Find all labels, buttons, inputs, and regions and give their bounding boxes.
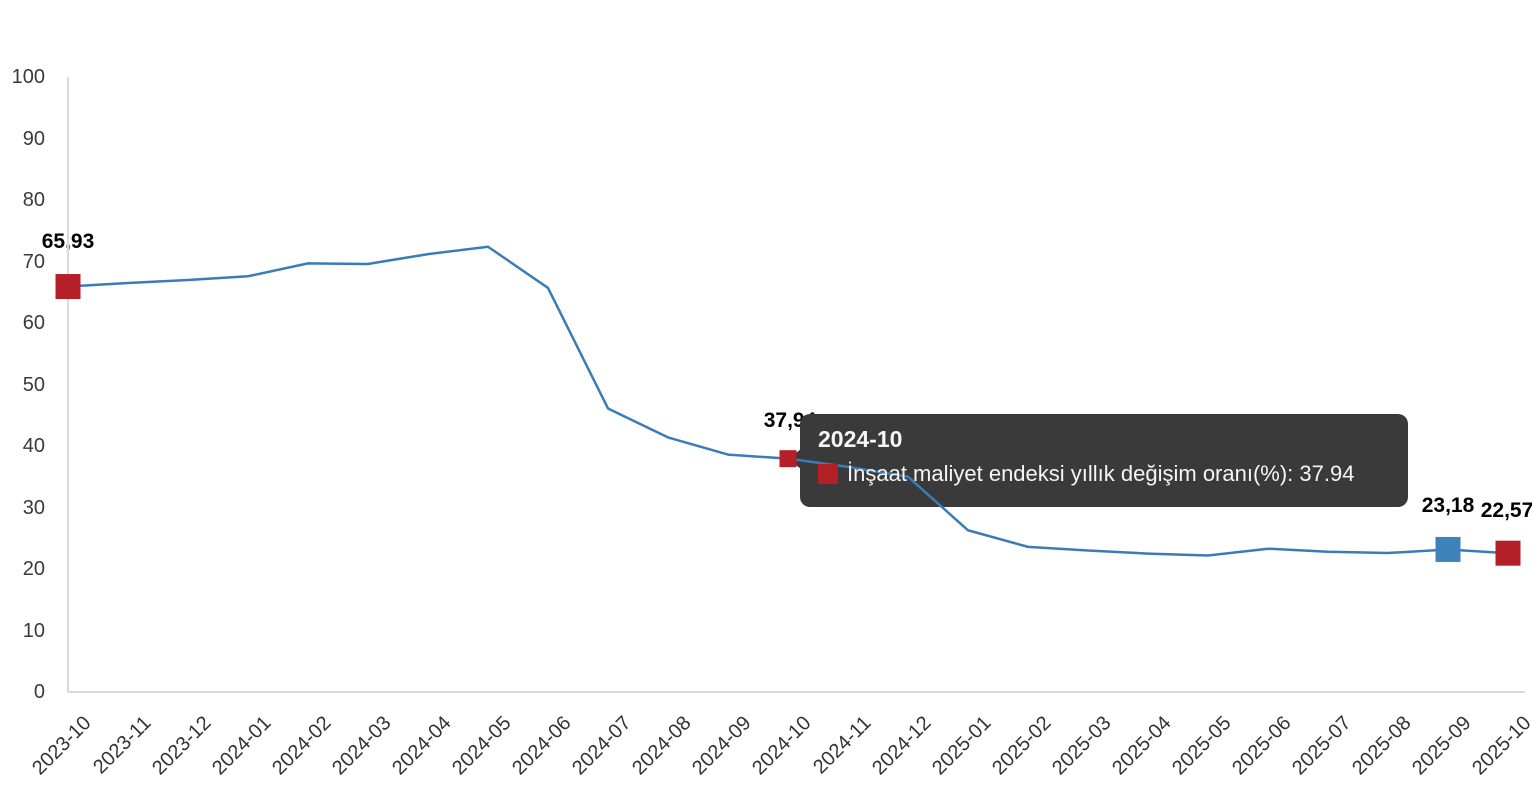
x-tick-label-2024-04: 2024-04 xyxy=(388,712,456,780)
point-value-label-2025-09: 23,18 xyxy=(1421,494,1475,518)
x-tick-label-2025-05: 2025-05 xyxy=(1168,712,1236,780)
point-value-label-2023-10: 65,93 xyxy=(41,229,95,253)
y-tick-label-0: 0 xyxy=(33,681,45,703)
x-tick-label-2025-09: 2025-09 xyxy=(1408,712,1476,780)
x-tick-label-2025-10: 2025-10 xyxy=(1468,712,1532,780)
y-tick-label-60: 60 xyxy=(22,312,45,334)
y-tick-label-30: 30 xyxy=(22,496,45,519)
data-point-marker-2025-09[interactable] xyxy=(1435,536,1461,562)
y-tick-label-50: 50 xyxy=(22,373,45,396)
tooltip: 2024-10 İnşaat maliyet endeksi yıllık de… xyxy=(800,414,1408,507)
tooltip-series-row: İnşaat maliyet endeksi yıllık değişim or… xyxy=(818,461,1392,487)
x-tick-label-2024-01: 2024-01 xyxy=(208,712,276,780)
x-tick-label-2024-05: 2024-05 xyxy=(448,712,516,780)
y-tick-label-100: 100 xyxy=(11,66,45,88)
y-tick-label-40: 40 xyxy=(22,435,45,457)
x-tick-label-2024-03: 2024-03 xyxy=(328,712,396,780)
x-tick-label-2024-10: 2024-10 xyxy=(748,712,816,780)
x-tick-label-2024-11: 2024-11 xyxy=(809,712,876,779)
x-tick-label-2024-07: 2024-07 xyxy=(568,712,636,780)
x-tick-label-2025-01: 2025-01 xyxy=(928,712,996,780)
y-tick-label-20: 20 xyxy=(22,558,45,580)
x-tick-label-2024-08: 2024-08 xyxy=(628,712,696,780)
x-tick-label-2023-10: 2023-10 xyxy=(28,712,96,780)
x-tick-label-2024-06: 2024-06 xyxy=(508,712,576,780)
data-point-marker-2025-10[interactable] xyxy=(1495,540,1521,566)
tooltip-series-value: İnşaat maliyet endeksi yıllık değişim or… xyxy=(847,461,1355,486)
x-tick-label-2025-06: 2025-06 xyxy=(1228,712,1296,780)
series-line[interactable] xyxy=(67,245,1509,557)
x-tick-label-2023-12: 2023-12 xyxy=(148,712,216,780)
y-tick-label-80: 80 xyxy=(22,189,45,211)
x-tick-label-2025-08: 2025-08 xyxy=(1348,712,1416,780)
data-point-marker-2023-10[interactable] xyxy=(55,274,81,300)
x-tick-label-2025-04: 2025-04 xyxy=(1108,712,1176,780)
x-tick-label-2024-12: 2024-12 xyxy=(868,712,936,780)
y-tick-label-90: 90 xyxy=(22,127,45,150)
y-tick-label-10: 10 xyxy=(22,619,45,642)
x-tick-label-2025-03: 2025-03 xyxy=(1048,712,1116,780)
x-tick-label-2025-07: 2025-07 xyxy=(1288,712,1356,780)
y-tick-label-70: 70 xyxy=(22,250,45,273)
x-tick-label-2023-11: 2023-11 xyxy=(89,712,156,779)
tooltip-title: 2024-10 xyxy=(818,426,903,452)
point-value-label-2025-10: 22,57 xyxy=(1480,499,1532,523)
x-tick-label-2024-09: 2024-09 xyxy=(688,712,756,780)
tooltip-series-swatch-icon xyxy=(818,464,838,484)
x-tick-label-2025-02: 2025-02 xyxy=(988,712,1056,780)
x-tick-label-2024-02: 2024-02 xyxy=(268,712,336,780)
